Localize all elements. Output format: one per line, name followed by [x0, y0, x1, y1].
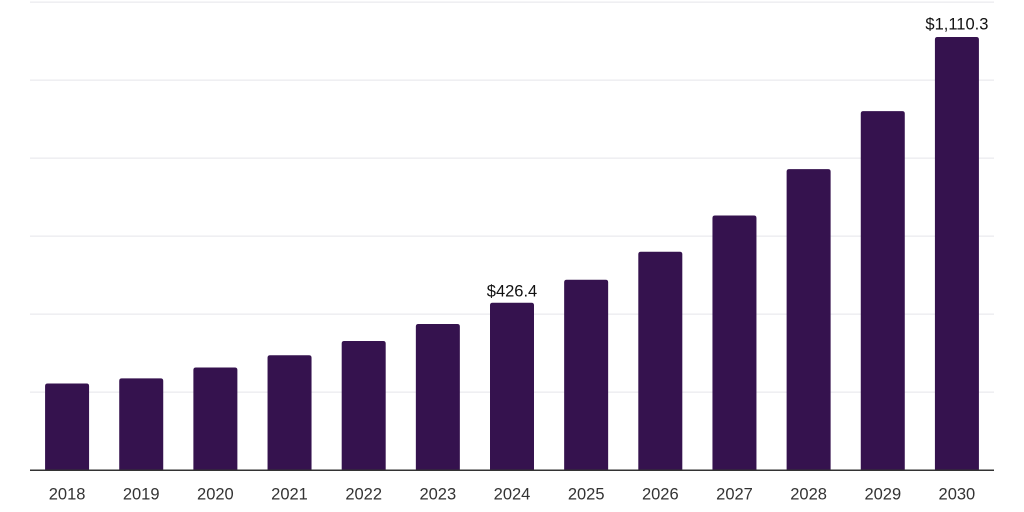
svg-text:2018: 2018 [49, 486, 86, 504]
svg-text:$1,110.3: $1,110.3 [925, 16, 988, 34]
svg-text:2019: 2019 [123, 486, 160, 504]
svg-text:$426.4: $426.4 [487, 283, 537, 301]
svg-text:2029: 2029 [864, 486, 901, 504]
svg-text:2021: 2021 [271, 486, 308, 504]
svg-text:2022: 2022 [345, 486, 382, 504]
svg-text:2020: 2020 [197, 486, 234, 504]
svg-text:2027: 2027 [716, 486, 753, 504]
svg-text:2025: 2025 [568, 486, 605, 504]
svg-text:2030: 2030 [939, 486, 976, 504]
svg-text:2024: 2024 [494, 486, 531, 504]
svg-text:2028: 2028 [790, 486, 827, 504]
svg-text:2023: 2023 [419, 486, 456, 504]
svg-text:2026: 2026 [642, 486, 679, 504]
